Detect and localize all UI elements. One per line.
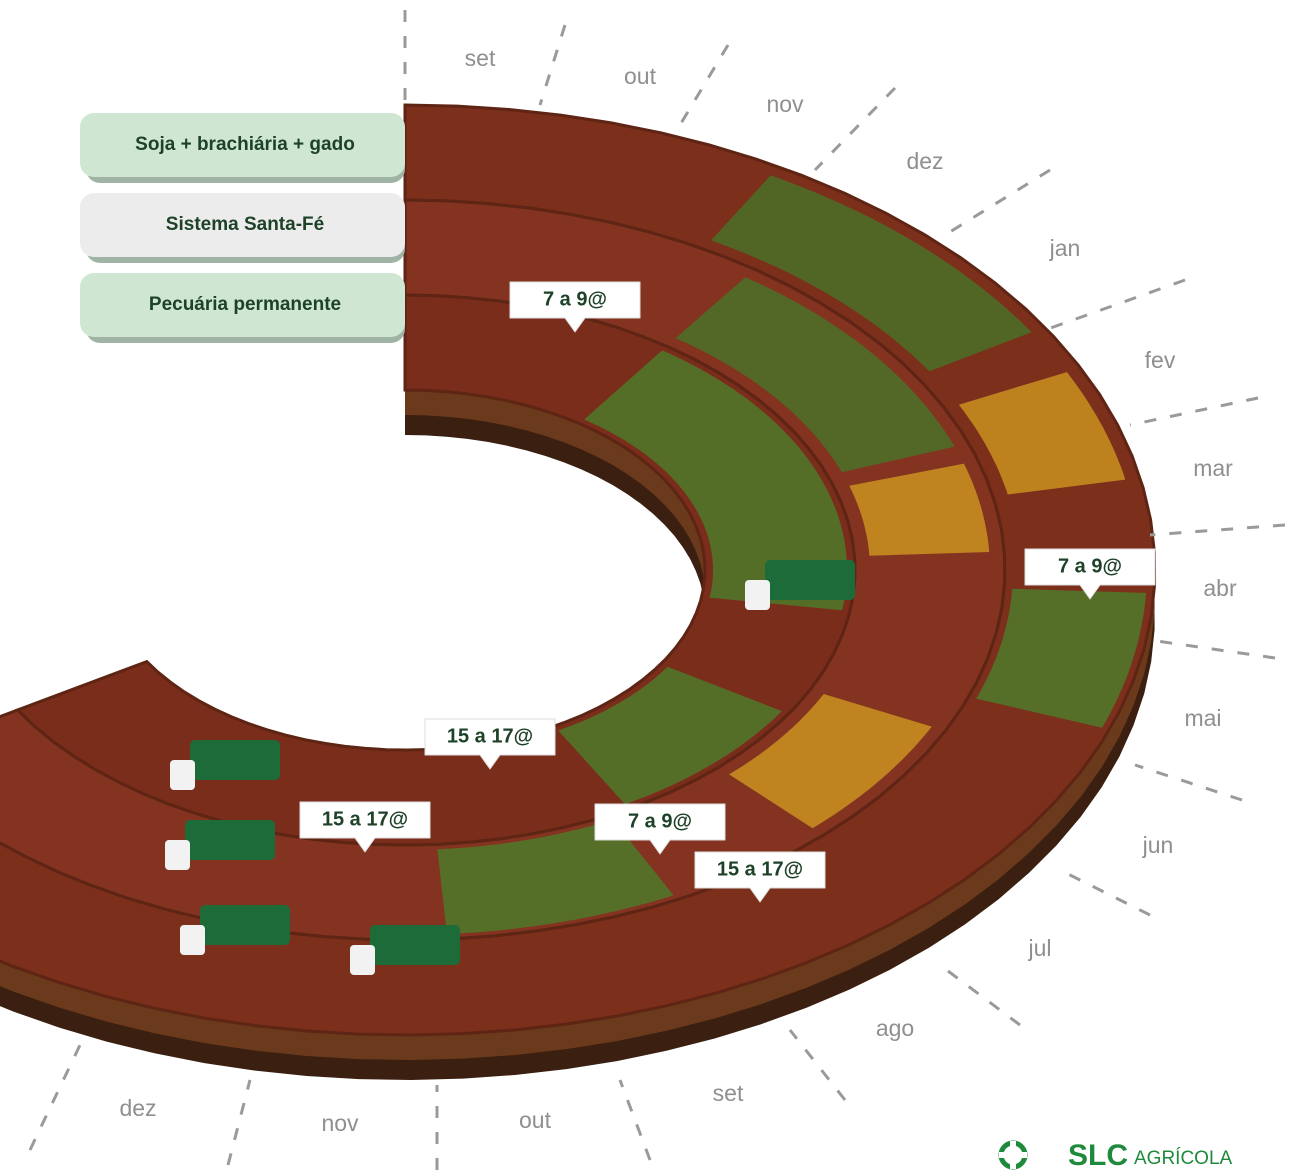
separator (540, 25, 565, 105)
callout-text: 15 a 17@ (717, 858, 803, 880)
month-label: mai (1184, 705, 1221, 731)
month-label: fev (1145, 347, 1176, 373)
separator (30, 1045, 80, 1150)
month-label: jan (1049, 235, 1081, 261)
truck (200, 905, 290, 945)
separator (790, 1030, 845, 1100)
month-label: set (713, 1080, 744, 1106)
separator (940, 965, 1020, 1025)
callout-text: 7 a 9@ (628, 810, 692, 832)
truck-cab (180, 925, 205, 955)
logo-icon (999, 1141, 1027, 1169)
truck-cab (165, 840, 190, 870)
separator (1060, 870, 1150, 915)
truck (370, 925, 460, 965)
month-label: dez (906, 148, 943, 174)
separator (228, 1080, 250, 1165)
separator (1150, 525, 1285, 535)
month-label: nov (321, 1110, 359, 1136)
callout-text: 15 a 17@ (447, 725, 533, 747)
separator (620, 1080, 650, 1160)
month-label: set (465, 45, 496, 71)
month-label: mar (1193, 455, 1233, 481)
legend-text: Pecuária permanente (149, 294, 341, 315)
callout-text: 7 a 9@ (1058, 555, 1122, 577)
month-label: jun (1142, 832, 1174, 858)
truck-cab (745, 580, 770, 610)
month-label: jul (1027, 935, 1051, 961)
truck-cab (350, 945, 375, 975)
month-label: dez (119, 1095, 156, 1121)
truck (185, 820, 275, 860)
separator (680, 45, 728, 125)
truck (765, 560, 855, 600)
truck-cab (170, 760, 195, 790)
month-label: nov (766, 91, 804, 117)
month-label: ago (876, 1015, 914, 1041)
separator (1135, 765, 1242, 800)
callout-text: 15 a 17@ (322, 808, 408, 830)
logo-name: SLC (1068, 1139, 1128, 1172)
month-label: out (624, 63, 657, 89)
callout-text: 7 a 9@ (543, 288, 607, 310)
separator (1045, 280, 1185, 330)
separator (815, 88, 895, 170)
legend-text: Sistema Santa-Fé (166, 214, 324, 235)
separator (1130, 398, 1258, 425)
truck (190, 740, 280, 780)
month-label: out (519, 1107, 552, 1133)
month-label: abr (1203, 575, 1237, 601)
infographic: Soja + brachiária + gado Sistema Santa-Fé… (0, 0, 1289, 1175)
legend-text: Soja + brachiária + gado (135, 134, 355, 155)
separator (945, 170, 1050, 235)
logo-subtitle: AGRÍCOLA (1134, 1148, 1233, 1169)
separator (1150, 640, 1275, 658)
